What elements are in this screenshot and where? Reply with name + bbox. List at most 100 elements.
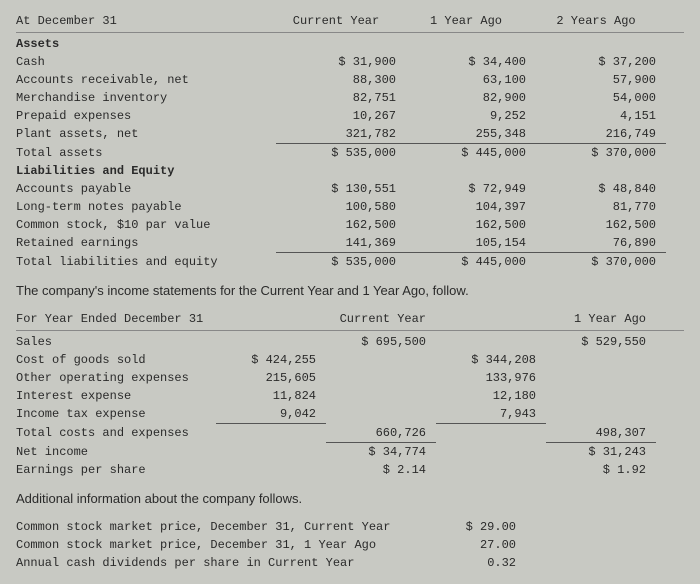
asset-val: 57,900 (536, 71, 666, 89)
addl-label: Annual cash dividends per share in Curre… (16, 554, 436, 572)
cost-label: Interest expense (16, 387, 216, 405)
liab-val: 141,369 (276, 234, 406, 253)
income-col2: 1 Year Ago (546, 310, 656, 328)
cost-label: Income tax expense (16, 405, 216, 424)
liab-val: 100,580 (276, 198, 406, 216)
cost-row: Interest expense 11,824 12,180 (16, 387, 684, 405)
cost-val: 12,180 (436, 387, 546, 405)
asset-val: 10,267 (276, 107, 406, 125)
addl-label: Common stock market price, December 31, … (16, 536, 436, 554)
liab-val: $ 130,551 (276, 180, 406, 198)
cost-val: 215,605 (216, 369, 326, 387)
net-income-val: $ 31,243 (546, 443, 656, 461)
liab-label: Long-term notes payable (16, 198, 276, 216)
asset-label: Plant assets, net (16, 125, 276, 144)
asset-val: 255,348 (406, 125, 536, 144)
asset-val: 63,100 (406, 71, 536, 89)
addl-intro: Additional information about the company… (16, 491, 684, 506)
sales-val: $ 529,550 (546, 333, 656, 351)
asset-val: 82,900 (406, 89, 536, 107)
income-intro: The company's income statements for the … (16, 283, 684, 298)
eps-val: $ 2.14 (326, 461, 436, 479)
cost-row: Other operating expenses 215,605 133,976 (16, 369, 684, 387)
sales-label: Sales (16, 333, 216, 351)
cost-label: Other operating expenses (16, 369, 216, 387)
asset-val: 54,000 (536, 89, 666, 107)
liab-val: 76,890 (536, 234, 666, 253)
asset-label: Cash (16, 53, 276, 71)
asset-val: 88,300 (276, 71, 406, 89)
eps-label: Earnings per share (16, 461, 216, 479)
liab-val: 162,500 (406, 216, 536, 234)
income-header: For Year Ended December 31 Current Year … (16, 310, 684, 331)
addl-row: Common stock market price, December 31, … (16, 536, 684, 554)
asset-label: Accounts receivable, net (16, 71, 276, 89)
asset-val: 216,749 (536, 125, 666, 144)
bs-title: At December 31 (16, 12, 276, 30)
liab-label: Common stock, $10 par value (16, 216, 276, 234)
cost-val: 7,943 (436, 405, 546, 424)
addl-val: 27.00 (436, 536, 516, 554)
total-liab-label: Total liabilities and equity (16, 253, 276, 271)
total-assets-row: Total assets $ 535,000 $ 445,000 $ 370,0… (16, 144, 684, 162)
total-liab-val: $ 370,000 (536, 253, 666, 271)
cost-val: 9,042 (216, 405, 326, 424)
liab-title: Liabilities and Equity (16, 162, 276, 180)
total-liab-row: Total liabilities and equity $ 535,000 $… (16, 253, 684, 271)
addl-label: Common stock market price, December 31, … (16, 518, 436, 536)
total-costs-val: 660,726 (326, 424, 436, 443)
asset-val: 321,782 (276, 125, 406, 144)
asset-val: 9,252 (406, 107, 536, 125)
total-assets-val: $ 370,000 (536, 144, 666, 162)
asset-val: $ 37,200 (536, 53, 666, 71)
asset-row: Accounts receivable, net 88,300 63,100 5… (16, 71, 684, 89)
sales-val: $ 695,500 (326, 333, 436, 351)
bs-col1: Current Year (276, 12, 406, 30)
income-title: For Year Ended December 31 (16, 310, 216, 328)
total-liab-val: $ 535,000 (276, 253, 406, 271)
total-costs-label: Total costs and expenses (16, 424, 216, 443)
asset-label: Merchandise inventory (16, 89, 276, 107)
bs-col3: 2 Years Ago (536, 12, 666, 30)
liab-row: Accounts payable $ 130,551 $ 72,949 $ 48… (16, 180, 684, 198)
addl-row: Annual cash dividends per share in Curre… (16, 554, 684, 572)
bs-col2: 1 Year Ago (406, 12, 536, 30)
total-assets-val: $ 445,000 (406, 144, 536, 162)
cost-label: Cost of goods sold (16, 351, 216, 369)
asset-val: 4,151 (536, 107, 666, 125)
net-income-label: Net income (16, 443, 216, 461)
liab-val: 162,500 (536, 216, 666, 234)
total-costs-row: Total costs and expenses 660,726 498,307 (16, 424, 684, 443)
liab-row: Common stock, $10 par value 162,500 162,… (16, 216, 684, 234)
total-assets-val: $ 535,000 (276, 144, 406, 162)
addl-row: Common stock market price, December 31, … (16, 518, 684, 536)
liab-val: $ 72,949 (406, 180, 536, 198)
liab-row: Retained earnings 141,369 105,154 76,890 (16, 234, 684, 253)
assets-heading: Assets (16, 35, 684, 53)
cost-val: $ 424,255 (216, 351, 326, 369)
asset-row: Prepaid expenses 10,267 9,252 4,151 (16, 107, 684, 125)
asset-val: $ 31,900 (276, 53, 406, 71)
asset-val: 82,751 (276, 89, 406, 107)
net-income-val: $ 34,774 (326, 443, 436, 461)
liab-val: 81,770 (536, 198, 666, 216)
total-liab-val: $ 445,000 (406, 253, 536, 271)
asset-val: $ 34,400 (406, 53, 536, 71)
liab-val: 162,500 (276, 216, 406, 234)
balance-header: At December 31 Current Year 1 Year Ago 2… (16, 12, 684, 33)
liab-val: $ 48,840 (536, 180, 666, 198)
cost-val: $ 344,208 (436, 351, 546, 369)
assets-title: Assets (16, 35, 276, 53)
liab-heading: Liabilities and Equity (16, 162, 684, 180)
asset-row: Plant assets, net 321,782 255,348 216,74… (16, 125, 684, 144)
cost-row: Income tax expense 9,042 7,943 (16, 405, 684, 424)
asset-row: Cash $ 31,900 $ 34,400 $ 37,200 (16, 53, 684, 71)
eps-row: Earnings per share $ 2.14 $ 1.92 (16, 461, 684, 479)
asset-row: Merchandise inventory 82,751 82,900 54,0… (16, 89, 684, 107)
sales-row: Sales $ 695,500 $ 529,550 (16, 333, 684, 351)
liab-label: Retained earnings (16, 234, 276, 253)
cost-row: Cost of goods sold $ 424,255 $ 344,208 (16, 351, 684, 369)
asset-label: Prepaid expenses (16, 107, 276, 125)
liab-val: 104,397 (406, 198, 536, 216)
income-col1: Current Year (326, 310, 436, 328)
